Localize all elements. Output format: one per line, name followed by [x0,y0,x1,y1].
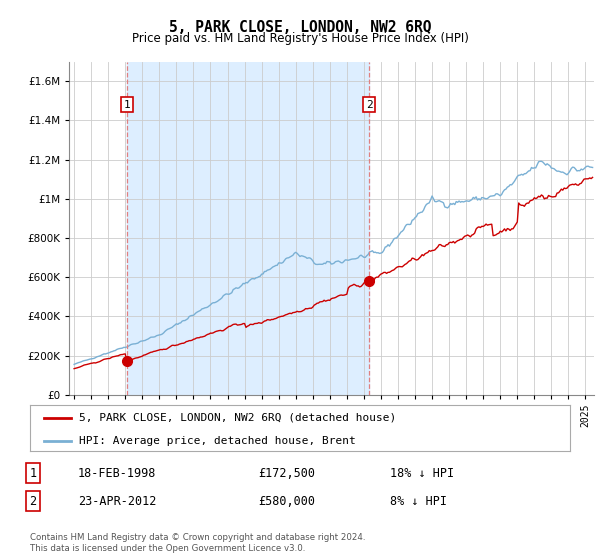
Text: Contains HM Land Registry data © Crown copyright and database right 2024.
This d: Contains HM Land Registry data © Crown c… [30,533,365,553]
Text: 5, PARK CLOSE, LONDON, NW2 6RQ: 5, PARK CLOSE, LONDON, NW2 6RQ [169,20,431,35]
Text: 18-FEB-1998: 18-FEB-1998 [78,466,157,480]
Bar [127,62,369,395]
Text: 23-APR-2012: 23-APR-2012 [78,494,157,508]
Text: £580,000: £580,000 [258,494,315,508]
Text: 18% ↓ HPI: 18% ↓ HPI [390,466,454,480]
Text: 2: 2 [29,494,37,508]
Text: HPI: Average price, detached house, Brent: HPI: Average price, detached house, Bren… [79,436,355,446]
Text: £172,500: £172,500 [258,466,315,480]
Text: 2: 2 [366,100,373,110]
Text: Price paid vs. HM Land Registry's House Price Index (HPI): Price paid vs. HM Land Registry's House … [131,32,469,45]
Text: 8% ↓ HPI: 8% ↓ HPI [390,494,447,508]
Text: 1: 1 [124,100,131,110]
Text: 5, PARK CLOSE, LONDON, NW2 6RQ (detached house): 5, PARK CLOSE, LONDON, NW2 6RQ (detached… [79,413,396,423]
Text: 1: 1 [29,466,37,480]
